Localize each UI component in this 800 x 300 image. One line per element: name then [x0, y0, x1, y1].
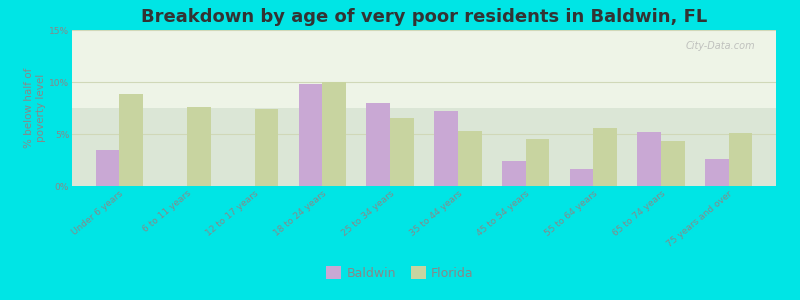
Bar — [638, 132, 661, 186]
Bar — [254, 109, 278, 186]
Title: Breakdown by age of very poor residents in Baldwin, FL: Breakdown by age of very poor residents … — [141, 8, 707, 26]
Bar — [366, 103, 390, 186]
Text: City-Data.com: City-Data.com — [686, 41, 755, 51]
Bar — [594, 128, 617, 186]
Bar — [298, 84, 322, 186]
Bar — [570, 169, 594, 186]
Bar — [96, 150, 119, 186]
Bar — [526, 139, 550, 186]
Bar — [434, 111, 458, 186]
Bar — [119, 94, 143, 186]
Bar — [502, 161, 526, 186]
Bar — [322, 82, 346, 186]
Legend: Baldwin, Florida: Baldwin, Florida — [322, 261, 478, 285]
Bar — [661, 141, 685, 186]
Y-axis label: % below half of
poverty level: % below half of poverty level — [24, 68, 46, 148]
Bar — [458, 131, 482, 186]
Bar — [729, 133, 752, 186]
Bar — [187, 107, 210, 186]
Bar — [390, 118, 414, 186]
Bar — [705, 159, 729, 186]
